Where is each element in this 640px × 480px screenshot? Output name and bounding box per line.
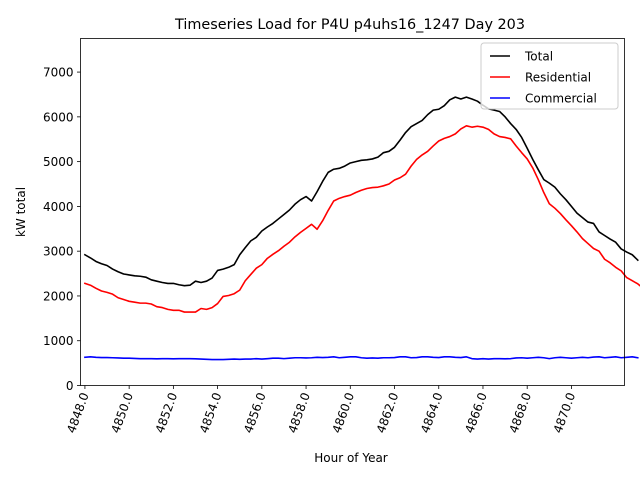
y-tick-label: 0 xyxy=(66,379,74,393)
y-axis-ticks: 0 1000 2000 3000 4000 5000 6000 7000 xyxy=(43,66,81,393)
plot-area-frame xyxy=(80,38,625,386)
legend-box xyxy=(480,42,619,110)
series-lines xyxy=(83,96,640,361)
y-tick-label: 3000 xyxy=(43,245,74,259)
y-tick-label: 1000 xyxy=(43,334,74,348)
series-line-commercial xyxy=(84,356,639,361)
chart-title: Timeseries Load for P4U p4uhs16_1247 Day… xyxy=(174,17,525,33)
y-axis-label: kW total xyxy=(14,187,28,237)
y-tick-label: 2000 xyxy=(43,289,74,303)
y-tick-label: 7000 xyxy=(43,66,74,80)
legend: Total Residential Commercial xyxy=(480,42,619,110)
y-tick-label: 6000 xyxy=(43,110,74,124)
series-line-residential xyxy=(83,125,640,313)
series-line-total xyxy=(83,96,639,287)
x-axis-label: Hour of Year xyxy=(314,451,388,465)
legend-label-residential: Residential xyxy=(525,71,591,85)
legend-label-commercial: Commercial xyxy=(525,92,597,106)
legend-label-total: Total xyxy=(524,50,553,64)
y-tick-label: 5000 xyxy=(43,155,74,169)
y-tick-label: 4000 xyxy=(43,200,74,214)
